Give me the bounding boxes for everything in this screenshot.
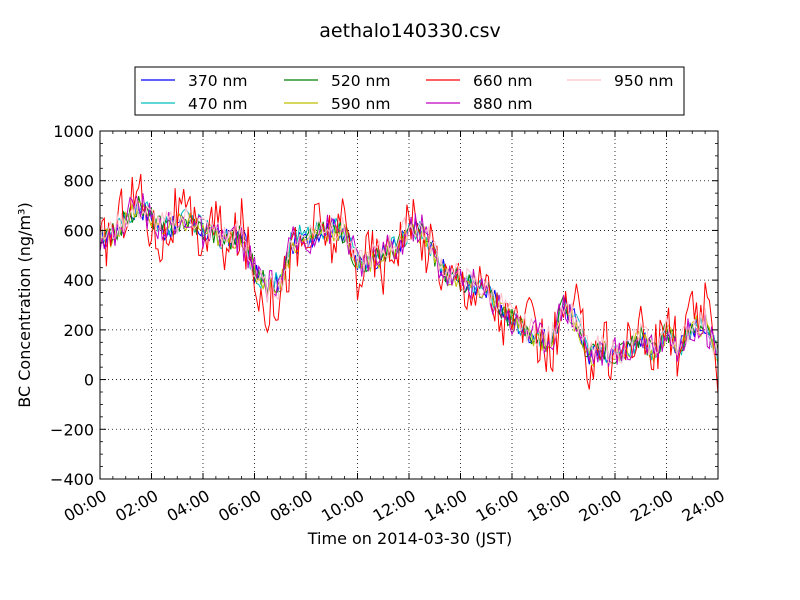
legend-label: 590 nm — [331, 95, 390, 113]
legend-box — [134, 66, 685, 116]
legend-label: 370 nm — [188, 72, 247, 90]
axis-ticks — [99, 130, 719, 480]
legend: 370 nm 470 nm 520 nm 590 nm 660 nm 880 nm 950 … — [134, 66, 685, 116]
y-axis-label: BC Concentration (ng/m³) — [15, 202, 34, 407]
y-tick-label: 200 — [63, 321, 94, 340]
legend-label: 660 nm — [473, 72, 532, 90]
legend-label: 950 nm — [614, 72, 673, 90]
legend-label: 880 nm — [473, 95, 532, 113]
y-tick-label: 600 — [63, 221, 94, 240]
x-axis-label: Time on 2014-03-30 (JST) — [307, 529, 512, 548]
y-tick-label: −400 — [50, 470, 94, 489]
series-line-880-nm — [100, 193, 718, 367]
legend-label: 520 nm — [331, 72, 390, 90]
chart-title: aethalo140330.csv — [319, 20, 501, 42]
legend-label: 470 nm — [188, 95, 247, 113]
data-series — [100, 173, 718, 394]
y-tick-label: −200 — [50, 420, 94, 439]
y-tick-labels: 1000 800 600 400 200 0 −200 −400 — [50, 122, 94, 489]
y-tick-label: 1000 — [53, 122, 94, 141]
series-line-950-nm — [100, 198, 718, 365]
y-tick-label: 400 — [63, 271, 94, 290]
y-tick-label: 800 — [63, 172, 94, 191]
y-tick-label: 0 — [84, 371, 94, 390]
